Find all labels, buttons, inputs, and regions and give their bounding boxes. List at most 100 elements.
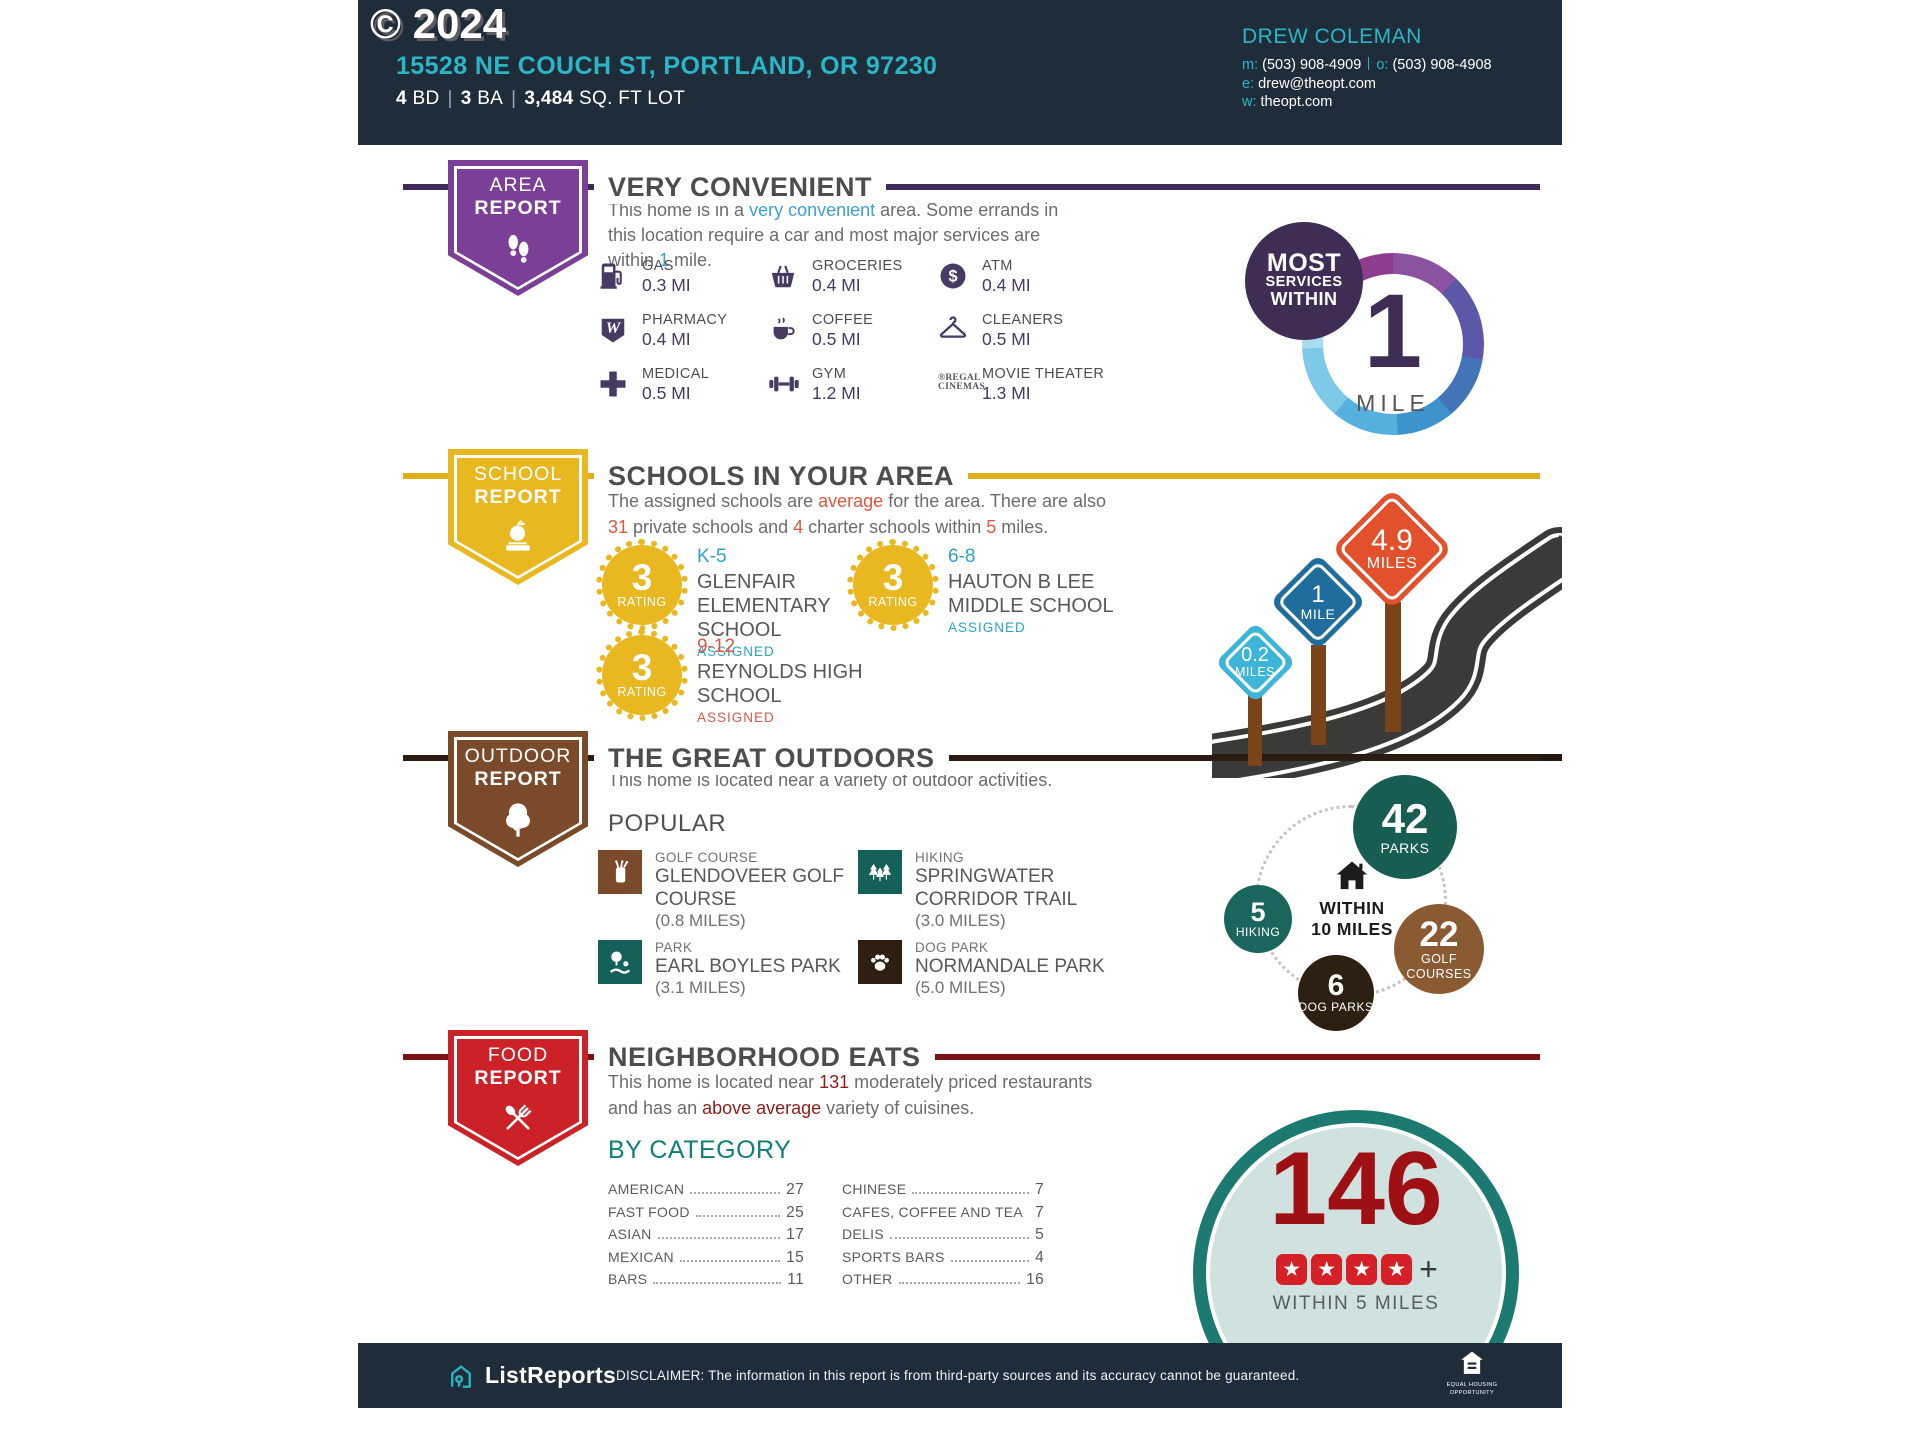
bubble-value: 6 [1327, 969, 1345, 1003]
website-label: w: [1242, 94, 1257, 110]
footer: ListReports DISCLAIMER: The information … [358, 1343, 1562, 1408]
outdoor-distance: (0.8 MILES) [655, 911, 746, 930]
category-name: DELIS [842, 1226, 884, 1243]
area-section-rule [403, 184, 1540, 190]
stat-line1: MOST [1266, 249, 1342, 277]
restaurants-stat-circle: 146 ★ ★ ★ ★ + WITHIN 5 MILES [1193, 1110, 1519, 1343]
outdoor-category: PARK [655, 940, 693, 955]
dotted-leader [912, 1192, 1030, 1194]
school-section-title: SCHOOLS IN YOUR AREA [594, 459, 969, 493]
distance-sign-1-mile: 1 MILE [1269, 553, 1367, 651]
lot-label: SQ. FT LOT [579, 88, 686, 109]
school-name: REYNOLDS HIGH SCHOOL [697, 661, 863, 707]
service-distance: 0.5 MI [812, 329, 861, 349]
office-label: o: [1376, 57, 1389, 73]
desc-text: charter schools within [803, 517, 987, 537]
crossed-utensils-icon [505, 1104, 532, 1130]
outdoor-section-title: THE GREAT OUTDOORS [594, 741, 949, 775]
equal-housing-logo: EQUAL HOUSING OPPORTUNITY [1444, 1350, 1500, 1396]
school-status: ASSIGNED [697, 710, 775, 725]
category-row: ASIAN 17 [608, 1226, 804, 1249]
category-row: CHINESE 7 [842, 1181, 1044, 1204]
category-name: MEXICAN [608, 1248, 674, 1265]
agent-phones: m: (503) 908-4909 o: (503) 908-4908 [1242, 56, 1492, 75]
agent-email-row: e: drew@theopt.com [1242, 75, 1492, 94]
category-name: OTHER [842, 1271, 893, 1288]
rating-value: 3 [882, 557, 904, 598]
beds-value: 4 [396, 88, 407, 109]
school-grades: K-5 [697, 546, 727, 567]
star-icon: ★ [1346, 1254, 1378, 1285]
desc-highlight: above average [702, 1097, 822, 1118]
email-label: e: [1242, 75, 1255, 92]
sign-unit: MILES [1234, 665, 1275, 679]
svg-text:$: $ [948, 268, 957, 286]
area-report-badge: AREA REPORT [448, 160, 588, 296]
sign-post [1311, 645, 1326, 745]
within-10-miles-label: WITHIN 10 MILES [1292, 898, 1412, 940]
star-icon: ★ [1311, 1254, 1343, 1285]
school-item-middle: 3 RATING 6-8 HAUTON B LEE MIDDLE SCHOOL … [847, 539, 1168, 635]
lot-value: 3,484 [524, 88, 574, 109]
bubble-label: PARKS [1380, 839, 1430, 856]
stat-line3: WITHIN [1270, 289, 1338, 309]
ring-value: 1 [1363, 273, 1423, 390]
rating-label: RATING [868, 595, 918, 609]
school-name: GLENFAIR ELEMENTARY SCHOOL [697, 571, 831, 641]
school-report-badge: SCHOOL REPORT [448, 449, 588, 585]
sign-value: 4.9 [1371, 523, 1413, 557]
category-count: 17 [786, 1226, 804, 1244]
service-name: GYM [812, 366, 847, 382]
hiking-bubble: 5 HIKING [1224, 885, 1292, 953]
rating-badge: 3 RATING [596, 629, 688, 721]
property-facts: 4 BD | 3 BA | 3,484 SQ. FT LOT [396, 88, 685, 110]
category-row: DELIS 5 [842, 1226, 1044, 1249]
outdoor-distance: (5.0 MILES) [915, 978, 1006, 997]
sign-unit: MILES [1366, 554, 1418, 572]
header: © 2024 15528 NE COUCH ST, PORTLAND, OR 9… [358, 0, 1562, 145]
outdoor-item-hiking: HIKING SPRINGWATER CORRIDOR TRAIL (3.0 M… [858, 850, 1133, 931]
category-name: ASIAN [608, 1226, 652, 1243]
brand-name: ListReports [485, 1362, 617, 1388]
desc-text: The assigned schools are [608, 491, 819, 511]
outdoor-category: GOLF COURSE [655, 850, 758, 865]
outdoor-category: DOG PARK [915, 940, 989, 955]
golf-courses-bubble: 22 GOLF COURSES [1394, 904, 1484, 994]
category-row: OTHER 16 [842, 1271, 1044, 1294]
bubble-value: 5 [1250, 896, 1266, 927]
coffee-cup-icon [768, 312, 802, 366]
desc-highlight: average [818, 491, 884, 511]
food-section-rule [403, 1054, 1540, 1060]
desc-text: for the area. There are also [883, 491, 1106, 511]
outdoor-report-badge: OUTDOOR REPORT [448, 731, 588, 867]
dotted-leader [657, 1237, 781, 1240]
sign-post [1248, 690, 1262, 766]
service-name: MOVIE THEATER [982, 366, 1105, 382]
outdoor-description: This home is located near a variety of o… [608, 770, 1053, 790]
star-rating: ★ ★ ★ ★ + [1193, 1251, 1519, 1288]
bubble-label: HIKING [1235, 924, 1281, 939]
svg-text:W: W [606, 319, 622, 337]
desc-text: area. Some errands in this location requ… [608, 200, 1059, 270]
plus-sign: + [1419, 1251, 1438, 1287]
service-distance: 0.5 MI [982, 329, 1031, 349]
gas-pump-icon [598, 258, 632, 312]
agent-name: DREW COLEMAN [1242, 25, 1422, 48]
disclaimer-text: DISCLAIMER: The information in this repo… [616, 1368, 1300, 1383]
badge-line1: OUTDOOR [464, 745, 572, 767]
outdoor-distance: (3.0 MILES) [915, 911, 1006, 930]
category-name: SPORTS BARS [842, 1248, 945, 1265]
category-column-left: AMERICAN 27 FAST FOOD 25 ASIAN 17 MEXICAN 15… [608, 1181, 804, 1294]
badge-line2: REPORT [474, 768, 562, 790]
outdoor-item-golf: GOLF COURSE GLENDOVEER GOLF COURSE (0.8 … [598, 850, 873, 931]
desc-text: mile. [669, 250, 713, 270]
by-category-label: BY CATEGORY [608, 1136, 792, 1164]
outdoor-name: SPRINGWATER CORRIDOR TRAIL [915, 866, 1078, 910]
outdoor-item-dog-park: DOG PARK NORMANDALE PARK (5.0 MILES) [858, 940, 1133, 998]
paw-icon [858, 940, 902, 984]
service-item-pharmacy: W PHARMACY 0.4 MI [598, 312, 768, 366]
desc-highlight: 1 [659, 250, 670, 270]
dumbbell-icon [768, 366, 802, 420]
badge-line2: REPORT [474, 197, 562, 219]
desc-text: variety of cuisines. [821, 1097, 975, 1118]
